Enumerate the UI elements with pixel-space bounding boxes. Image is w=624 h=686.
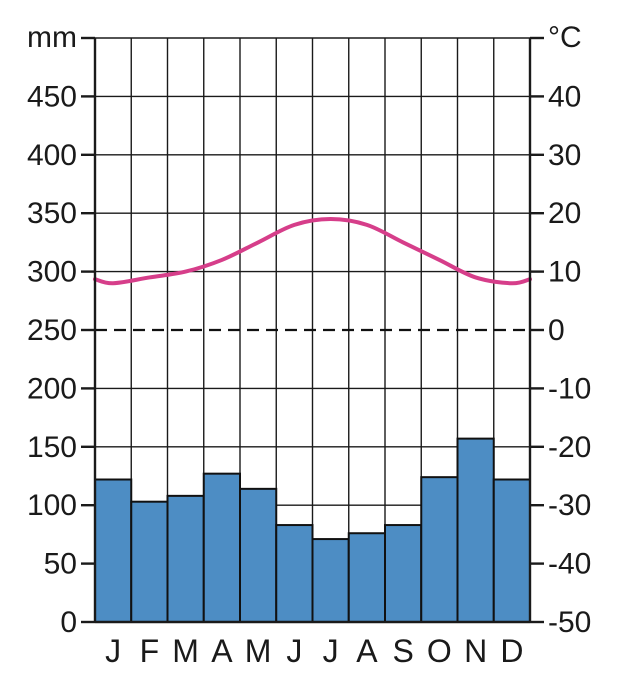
left-tick-label: 400 bbox=[27, 139, 77, 172]
precipitation-bar bbox=[94, 478, 133, 623]
left-axis-unit-label: mm bbox=[27, 21, 77, 54]
right-tick-label: 10 bbox=[548, 256, 581, 289]
month-label: S bbox=[392, 633, 413, 669]
month-label: N bbox=[464, 633, 487, 669]
right-tick-label: 20 bbox=[548, 197, 581, 230]
right-tick-label: 0 bbox=[548, 314, 565, 347]
precipitation-bar bbox=[130, 500, 169, 624]
temperature-line bbox=[93, 217, 532, 286]
axis-labels: 050100150200250300350400450mm-50-40-30-2… bbox=[27, 21, 591, 669]
month-label: A bbox=[211, 633, 233, 669]
left-tick-label: 100 bbox=[27, 489, 77, 522]
month-label: J bbox=[105, 633, 121, 669]
axes bbox=[81, 36, 544, 624]
left-tick-label: 0 bbox=[60, 606, 77, 639]
month-label: M bbox=[172, 633, 199, 669]
precipitation-bar bbox=[202, 472, 241, 623]
left-tick-label: 150 bbox=[27, 431, 77, 464]
month-label: M bbox=[245, 633, 272, 669]
right-tick-label: 30 bbox=[548, 139, 581, 172]
left-tick-label: 50 bbox=[44, 548, 77, 581]
right-tick-label: -20 bbox=[548, 431, 591, 464]
precipitation-bar bbox=[492, 478, 531, 623]
right-tick-label: -50 bbox=[548, 606, 591, 639]
month-label: O bbox=[427, 633, 452, 669]
left-tick-label: 350 bbox=[27, 197, 77, 230]
right-tick-label: -40 bbox=[548, 548, 591, 581]
right-tick-label: -10 bbox=[548, 372, 591, 405]
right-axis-unit-label: °C bbox=[548, 21, 582, 54]
left-tick-label: 250 bbox=[27, 314, 77, 347]
right-tick-label: 40 bbox=[548, 80, 581, 113]
month-label: F bbox=[140, 633, 160, 669]
left-tick-label: 300 bbox=[27, 256, 77, 289]
left-tick-label: 450 bbox=[27, 80, 77, 113]
temperature-line-group bbox=[93, 217, 532, 332]
left-tick-label: 200 bbox=[27, 372, 77, 405]
month-label: A bbox=[356, 633, 378, 669]
precipitation-bar bbox=[239, 487, 278, 623]
precipitation-bar bbox=[347, 532, 386, 623]
right-tick-label: -30 bbox=[548, 489, 591, 522]
precipitation-bar bbox=[275, 524, 314, 624]
month-label: J bbox=[286, 633, 302, 669]
precipitation-bar bbox=[166, 494, 205, 623]
precipitation-bar bbox=[420, 476, 459, 623]
precipitation-bar bbox=[384, 524, 423, 624]
precipitation-bar bbox=[311, 538, 350, 624]
month-label: J bbox=[323, 633, 339, 669]
precipitation-bars bbox=[94, 437, 531, 624]
precipitation-bar bbox=[456, 437, 495, 623]
month-label: D bbox=[500, 633, 523, 669]
